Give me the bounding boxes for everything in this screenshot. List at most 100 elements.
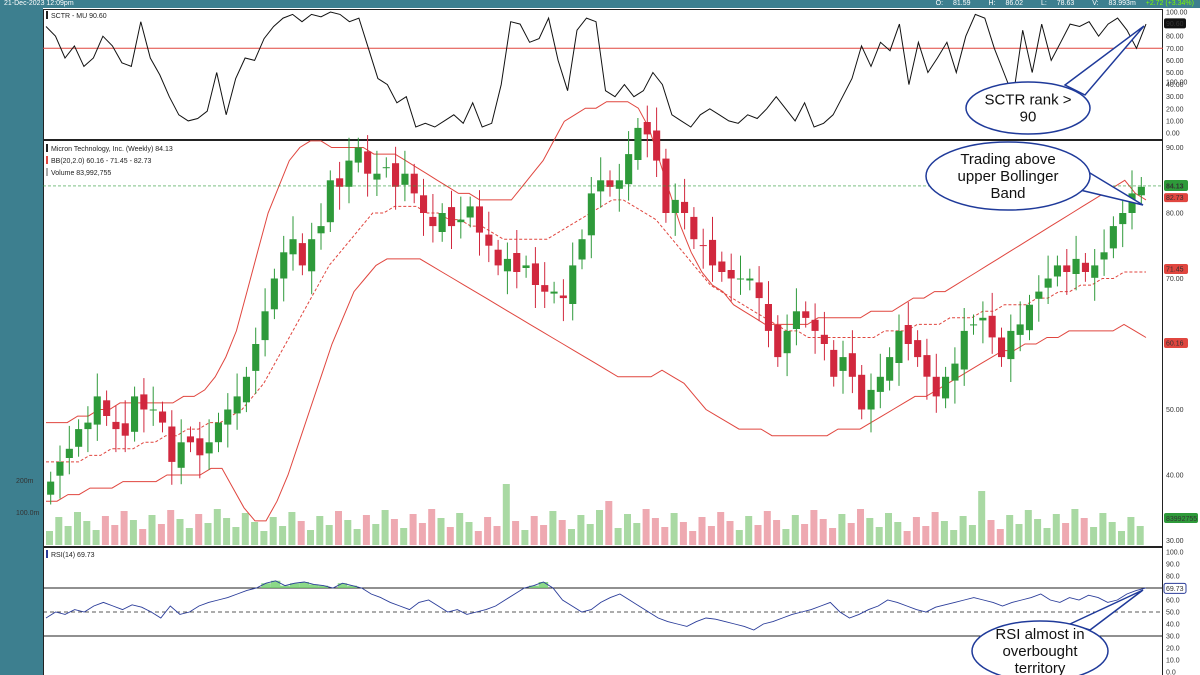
volume-bar bbox=[530, 516, 538, 545]
price-tick-label: 100.00 bbox=[1166, 80, 1188, 87]
candle-body bbox=[345, 160, 353, 187]
volume-bar bbox=[978, 491, 986, 545]
rsi-tick-label: 20.0 bbox=[1166, 646, 1180, 653]
volume-bar bbox=[642, 509, 650, 545]
volume-bar bbox=[838, 514, 846, 545]
candle-body bbox=[820, 334, 828, 344]
volume-bar bbox=[148, 515, 156, 545]
candle-body bbox=[550, 291, 558, 294]
candle-body bbox=[531, 263, 539, 285]
volume-bar bbox=[847, 523, 855, 545]
candle-body bbox=[186, 436, 194, 443]
candle-body bbox=[205, 442, 213, 454]
bb-middle-badge bbox=[1164, 264, 1188, 275]
volume-bar bbox=[950, 530, 958, 545]
volume-bar bbox=[866, 518, 874, 545]
volume-bar bbox=[381, 510, 389, 545]
candle-body bbox=[634, 127, 642, 160]
volume-bar bbox=[1034, 519, 1042, 545]
volume-bar bbox=[1062, 523, 1070, 545]
volume-bar bbox=[55, 517, 63, 545]
volume-bar bbox=[484, 517, 492, 545]
sctr-tick-label: 100.00 bbox=[1166, 10, 1188, 17]
candle-body bbox=[196, 438, 204, 456]
volume-bar bbox=[754, 525, 762, 545]
volume-bar bbox=[502, 484, 510, 545]
volume-bar bbox=[251, 522, 259, 545]
rsi-tick-label: 50.0 bbox=[1166, 610, 1180, 617]
candle-body bbox=[802, 311, 810, 318]
volume-bar bbox=[1136, 526, 1144, 545]
candle-body bbox=[625, 154, 633, 185]
candle-body bbox=[904, 325, 912, 344]
rsi-tick-label: 80.0 bbox=[1166, 574, 1180, 581]
bb-legend: BB(20,2.0) 60.16 - 71.45 - 82.73 bbox=[51, 158, 152, 165]
volume-bar bbox=[279, 526, 287, 545]
candle-body bbox=[466, 206, 474, 218]
sctr-callout-text: 90 bbox=[1020, 109, 1037, 126]
change-value: +2.72 (+3.34%) bbox=[1145, 0, 1194, 7]
volume-bar bbox=[512, 521, 520, 545]
low-label: L: bbox=[1040, 0, 1047, 7]
volume-bar bbox=[185, 528, 193, 545]
candle-body bbox=[606, 180, 614, 187]
bollinger-lower-band bbox=[46, 258, 1147, 522]
sctr-tick-label: 40.00 bbox=[1166, 82, 1184, 89]
candle-body bbox=[709, 239, 717, 266]
candle-body bbox=[112, 421, 120, 430]
volume-bar bbox=[362, 515, 370, 545]
candle-body bbox=[270, 278, 278, 310]
rsi-tick-label: 90.0 bbox=[1166, 562, 1180, 569]
volume-bar bbox=[260, 531, 268, 545]
volume-bar bbox=[409, 514, 417, 545]
candle-body bbox=[522, 265, 530, 268]
sctr-tick-label: 0.00 bbox=[1166, 131, 1180, 138]
sctr-tick-label: 60.00 bbox=[1166, 58, 1184, 65]
candle-body bbox=[1100, 252, 1108, 260]
volume-bar bbox=[241, 513, 249, 545]
open-value: 81.59 bbox=[953, 0, 971, 7]
candle-body bbox=[867, 389, 875, 410]
volume-bar bbox=[726, 521, 734, 545]
volume-bar bbox=[968, 525, 976, 545]
candle-body bbox=[569, 265, 577, 304]
candle-body bbox=[410, 173, 418, 194]
rsi-current-value: 69.73 bbox=[1166, 586, 1184, 593]
candle-body bbox=[858, 374, 866, 410]
candle-body bbox=[1072, 258, 1080, 274]
candle-body bbox=[168, 426, 176, 462]
candle-body bbox=[429, 216, 437, 227]
candle-body bbox=[746, 278, 754, 281]
candle-body bbox=[848, 353, 856, 377]
volume-label: V: bbox=[1092, 0, 1099, 7]
sctr-current-badge bbox=[1164, 18, 1186, 29]
candle-body bbox=[774, 325, 782, 358]
volume-bar bbox=[456, 513, 464, 545]
candle-body bbox=[308, 239, 316, 272]
volume-bar bbox=[64, 526, 72, 545]
candle-body bbox=[317, 226, 325, 234]
candle-body bbox=[438, 213, 446, 232]
sctr-tick-label: 30.00 bbox=[1166, 94, 1184, 101]
top-info-bar: 21-Dec-2023 12:09pm O: 81.59 H: 86.02 L:… bbox=[0, 0, 1200, 8]
volume-bar bbox=[195, 514, 203, 545]
price-tick-label: 70.00 bbox=[1166, 276, 1184, 283]
volume-last-badge bbox=[1164, 513, 1198, 523]
candle-body bbox=[1025, 304, 1033, 331]
volume-bar bbox=[1127, 517, 1135, 545]
sctr-line bbox=[45, 11, 1147, 128]
candle-body bbox=[103, 400, 111, 416]
rsi-tick-label: 30.0 bbox=[1166, 634, 1180, 641]
volume-value: 83.993m bbox=[1108, 0, 1136, 7]
volume-bar bbox=[689, 531, 697, 545]
volume-bar bbox=[819, 519, 827, 545]
candle-body bbox=[876, 376, 884, 392]
sctr-tick-label: 10.00 bbox=[1166, 118, 1184, 125]
sctr-tick-label: 20.00 bbox=[1166, 106, 1184, 113]
last-price-badge bbox=[1164, 179, 1188, 191]
candle-body bbox=[56, 461, 64, 476]
volume-bar bbox=[568, 529, 575, 545]
bollinger-callout-bubble bbox=[925, 141, 1091, 211]
bollinger-callout-text: Trading above bbox=[960, 151, 1055, 168]
